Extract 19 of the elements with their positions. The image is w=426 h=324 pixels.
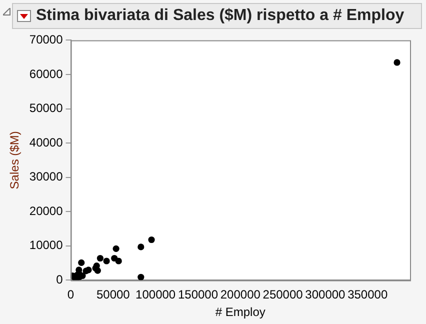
- y-tick-label: 70000: [29, 32, 64, 47]
- y-tick-label: 50000: [29, 101, 64, 116]
- y-tick-label: 30000: [29, 170, 64, 184]
- x-tick-label: 200000: [220, 288, 261, 302]
- x-tick-label: 100000: [136, 288, 176, 302]
- y-axis-title: Sales ($M): [8, 131, 22, 190]
- x-tick-label: 50000: [96, 288, 130, 302]
- x-tick-label: 150000: [178, 288, 218, 302]
- x-tick-label: 0: [67, 288, 74, 302]
- x-tick-label: 300000: [305, 288, 346, 302]
- y-tick-label: 0: [56, 272, 64, 287]
- y-tick-label: 20000: [29, 204, 64, 218]
- x-axis-title: # Employ: [215, 305, 266, 320]
- y-tick-label: 10000: [29, 238, 64, 252]
- chart-title: Stima bivariata di Sales ($M) rispetto a # Employ: [36, 7, 404, 25]
- y-tick-label: 60000: [29, 66, 64, 81]
- x-tick-label: 350000: [348, 288, 388, 302]
- y-tick-label: 40000: [29, 135, 64, 150]
- x-tick-label: 250000: [262, 288, 304, 302]
